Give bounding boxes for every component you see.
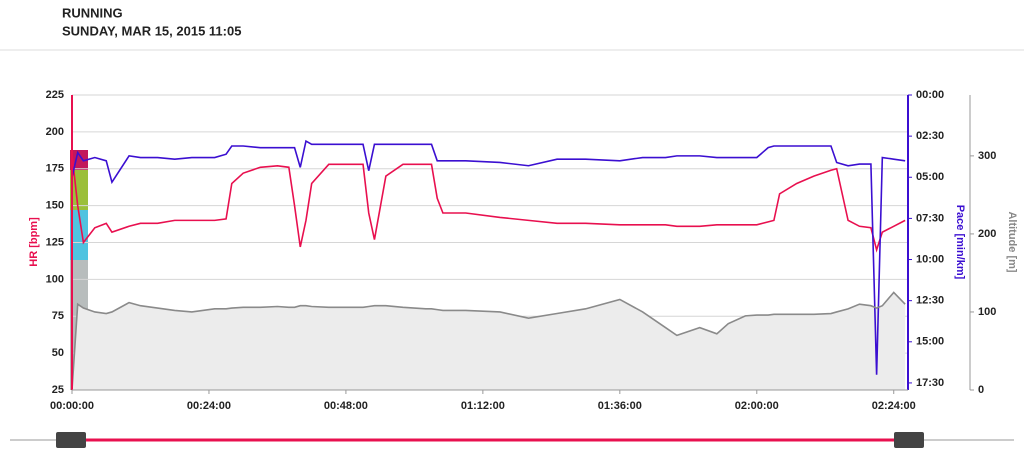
y-tick-label: 50 xyxy=(52,347,64,359)
y3-tick-label: 0 xyxy=(978,384,984,396)
range-slider[interactable] xyxy=(10,432,1014,448)
y2-tick-label: 15:00 xyxy=(916,336,944,348)
y2-tick-label: 12:30 xyxy=(916,295,944,307)
slider-handle-left[interactable] xyxy=(56,432,86,448)
y-tick-label: 125 xyxy=(46,236,64,248)
series-line xyxy=(71,139,906,375)
x-tick-label: 02:00:00 xyxy=(735,400,779,412)
activity-title: RUNNING xyxy=(62,5,123,20)
y3-tick-label: 100 xyxy=(978,306,996,318)
altitude-area xyxy=(72,292,906,390)
y2-tick-label: 02:30 xyxy=(916,130,944,142)
y-tick-label: 100 xyxy=(46,273,64,285)
x-tick-label: 02:24:00 xyxy=(872,400,916,412)
y2-axis-title: Pace [min/km] xyxy=(954,205,966,280)
slider-handle-right[interactable] xyxy=(894,432,924,448)
activity-date: SUNDAY, MAR 15, 2015 11:05 xyxy=(62,23,241,38)
y-axis-title: HR [bpm] xyxy=(28,217,40,267)
y2-tick-label: 17:30 xyxy=(916,377,944,389)
series-line xyxy=(71,153,906,253)
y-tick-label: 225 xyxy=(46,89,64,101)
y2-tick-label: 00:00 xyxy=(916,89,944,101)
x-tick-label: 01:36:00 xyxy=(598,400,642,412)
y3-tick-label: 200 xyxy=(978,228,996,240)
y2-tick-label: 10:00 xyxy=(916,253,944,265)
y-tick-label: 175 xyxy=(46,163,64,175)
series-line xyxy=(71,291,906,391)
y-tick-label: 150 xyxy=(46,200,64,212)
x-tick-label: 00:48:00 xyxy=(324,400,368,412)
y3-axis-title: Altitude [m] xyxy=(1006,211,1018,272)
y2-tick-label: 07:30 xyxy=(916,212,944,224)
y-tick-label: 25 xyxy=(52,384,64,396)
x-tick-label: 00:24:00 xyxy=(187,400,231,412)
y-tick-label: 75 xyxy=(52,310,64,322)
y3-tick-label: 300 xyxy=(978,150,996,162)
y2-tick-label: 05:00 xyxy=(916,171,944,183)
y-tick-label: 200 xyxy=(46,126,64,138)
x-tick-label: 00:00:00 xyxy=(50,400,94,412)
x-tick-label: 01:12:00 xyxy=(461,400,505,412)
